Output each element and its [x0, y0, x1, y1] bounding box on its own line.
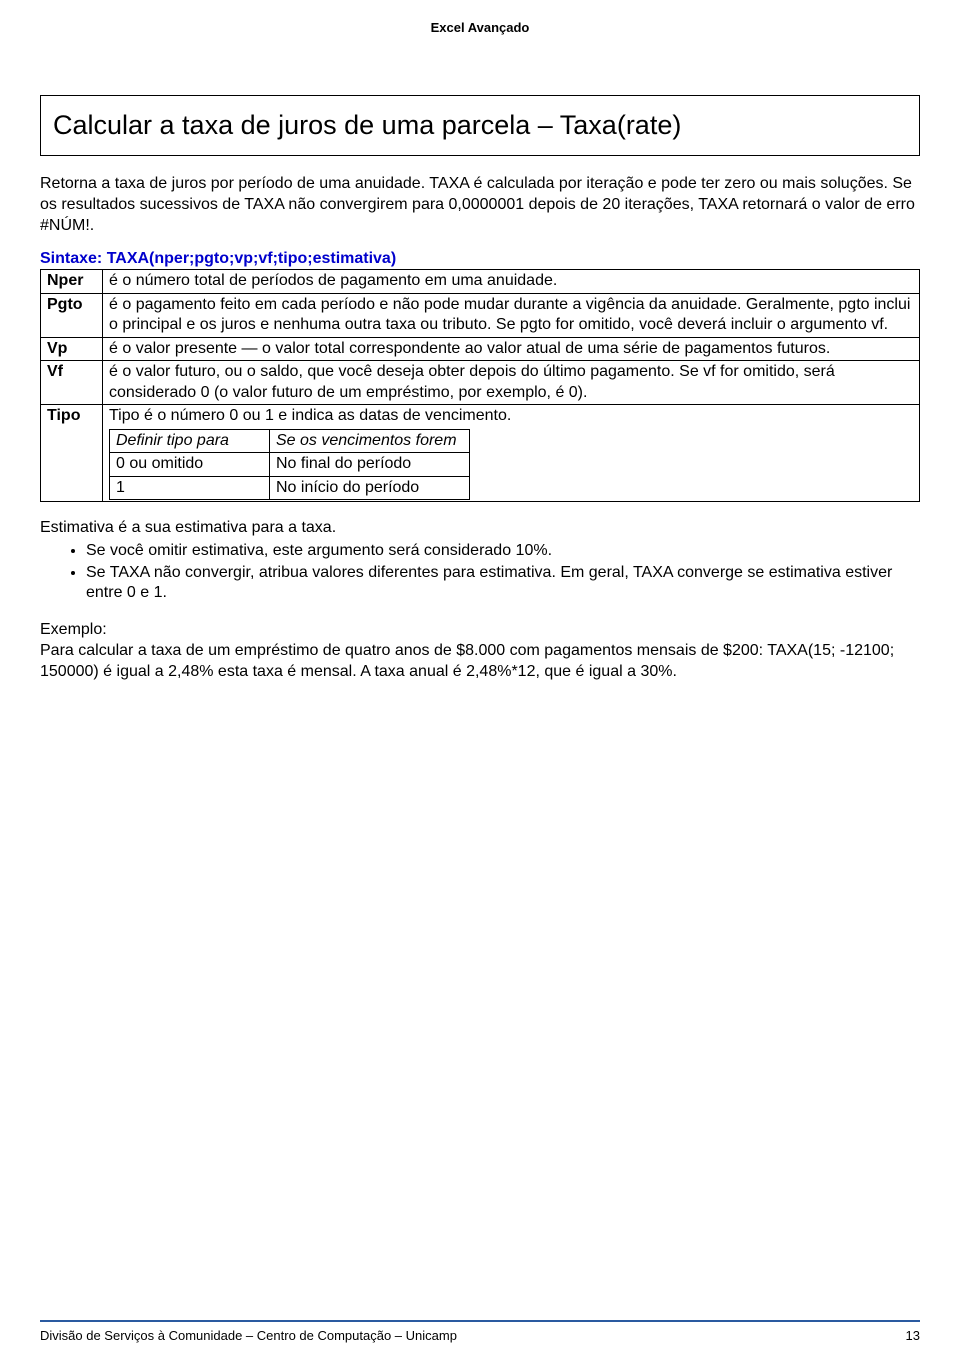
estimativa-block: Estimativa é a sua estimativa para a tax… — [40, 518, 920, 604]
param-label: Tipo — [41, 405, 103, 502]
param-desc: é o pagamento feito em cada período e nã… — [103, 293, 920, 337]
inner-header: Se os vencimentos forem — [270, 429, 470, 452]
param-tipo-cell: Tipo é o número 0 ou 1 e indica as datas… — [103, 405, 920, 502]
footer-left: Divisão de Serviços à Comunidade – Centr… — [40, 1328, 457, 1343]
table-row: Vf é o valor futuro, ou o saldo, que voc… — [41, 361, 920, 405]
inner-cell: 1 — [110, 476, 270, 499]
list-item: Se você omitir estimativa, este argument… — [86, 541, 920, 562]
estimativa-bullets: Se você omitir estimativa, este argument… — [86, 541, 920, 604]
table-row: Definir tipo para Se os vencimentos fore… — [110, 429, 470, 452]
param-label: Vp — [41, 337, 103, 360]
table-row: 0 ou omitido No final do período — [110, 453, 470, 476]
inner-cell: 0 ou omitido — [110, 453, 270, 476]
table-row: Tipo Tipo é o número 0 ou 1 e indica as … — [41, 405, 920, 502]
estimativa-lead: Estimativa é a sua estimativa para a tax… — [40, 518, 920, 539]
title-box: Calcular a taxa de juros de uma parcela … — [40, 95, 920, 156]
footer-rule — [40, 1320, 920, 1322]
parameters-table: Nper é o número total de períodos de pag… — [40, 269, 920, 502]
table-row: Pgto é o pagamento feito em cada período… — [41, 293, 920, 337]
param-label: Nper — [41, 270, 103, 293]
param-desc: é o valor futuro, ou o saldo, que você d… — [103, 361, 920, 405]
intro-paragraph: Retorna a taxa de juros por período de u… — [40, 174, 920, 236]
param-label: Pgto — [41, 293, 103, 337]
table-row: Vp é o valor presente — o valor total co… — [41, 337, 920, 360]
param-label: Vf — [41, 361, 103, 405]
param-desc: é o número total de períodos de pagament… — [103, 270, 920, 293]
tipo-inner-table: Definir tipo para Se os vencimentos fore… — [109, 429, 470, 500]
intro-text: Retorna a taxa de juros por período de u… — [40, 174, 920, 236]
page-running-header: Excel Avançado — [40, 20, 920, 35]
example-text: Para calcular a taxa de um empréstimo de… — [40, 641, 920, 683]
tipo-intro: Tipo é o número 0 ou 1 e indica as datas… — [109, 407, 511, 424]
table-row: Nper é o número total de períodos de pag… — [41, 270, 920, 293]
inner-cell: No início do período — [270, 476, 470, 499]
page-footer: Divisão de Serviços à Comunidade – Centr… — [40, 1320, 920, 1343]
param-desc: é o valor presente — o valor total corre… — [103, 337, 920, 360]
footer-page-number: 13 — [906, 1328, 920, 1343]
table-row: 1 No início do período — [110, 476, 470, 499]
example-label: Exemplo: — [40, 620, 920, 641]
example-block: Exemplo: Para calcular a taxa de um empr… — [40, 620, 920, 682]
inner-header: Definir tipo para — [110, 429, 270, 452]
list-item: Se TAXA não convergir, atribua valores d… — [86, 563, 920, 605]
inner-cell: No final do período — [270, 453, 470, 476]
section-heading: Calcular a taxa de juros de uma parcela … — [53, 110, 907, 141]
syntax-line: Sintaxe: TAXA(nper;pgto;vp;vf;tipo;estim… — [40, 250, 920, 268]
